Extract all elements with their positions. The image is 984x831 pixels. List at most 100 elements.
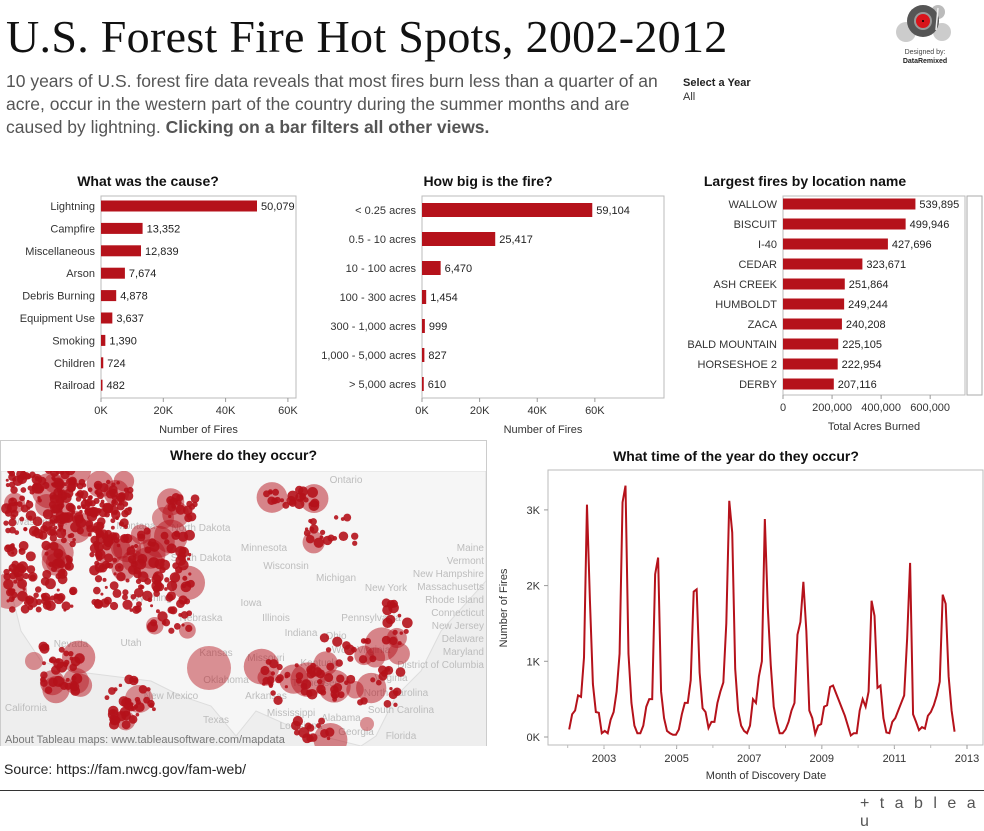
fire-mark[interactable] (305, 527, 308, 530)
fire-mark[interactable] (35, 586, 41, 592)
bar[interactable] (101, 357, 103, 368)
fire-mark[interactable] (56, 528, 67, 539)
fire-mark[interactable] (86, 525, 94, 533)
fire-mark[interactable] (100, 593, 103, 596)
bar[interactable] (101, 245, 141, 256)
fire-mark[interactable] (63, 662, 68, 667)
fire-mark[interactable] (396, 667, 406, 677)
fire-mark[interactable] (62, 601, 71, 610)
fire-mark[interactable] (320, 535, 324, 539)
fire-mark[interactable] (21, 605, 30, 614)
bar[interactable] (783, 299, 844, 310)
fire-mark[interactable] (96, 555, 102, 561)
fire-mark[interactable] (110, 518, 115, 523)
fire-mark[interactable] (105, 586, 108, 589)
fire-mark[interactable] (98, 530, 104, 536)
fire-mark[interactable] (89, 565, 99, 575)
fire-mark[interactable] (129, 608, 133, 612)
fire-mark[interactable] (4, 545, 12, 553)
bar[interactable] (783, 339, 838, 350)
fire-mark[interactable] (174, 531, 180, 537)
fire-mark[interactable] (343, 514, 351, 522)
fire-mark[interactable] (113, 589, 122, 598)
fire-mark[interactable] (170, 498, 177, 505)
fire-mark[interactable] (28, 572, 38, 582)
fire-mark[interactable] (116, 481, 120, 485)
bar[interactable] (422, 203, 592, 217)
fire-mark[interactable] (79, 494, 83, 498)
fire-mark[interactable] (26, 510, 37, 521)
fire-mark[interactable] (91, 599, 97, 605)
fire-mark[interactable] (115, 516, 119, 520)
fire-mark[interactable] (33, 592, 38, 597)
fire-mark[interactable] (103, 503, 113, 513)
fire-mark[interactable] (365, 647, 385, 667)
fire-mark[interactable] (303, 497, 308, 502)
fire-mark[interactable] (6, 479, 9, 482)
fire-mark[interactable] (61, 489, 66, 494)
fire-mark[interactable] (285, 675, 289, 679)
fire-mark[interactable] (160, 558, 165, 563)
fire-mark[interactable] (314, 651, 338, 675)
fire-mark[interactable] (332, 536, 337, 541)
fire-mark[interactable] (332, 637, 342, 647)
fire-mark[interactable] (167, 581, 177, 591)
fire-mark[interactable] (161, 532, 169, 540)
fire-mark[interactable] (347, 656, 353, 662)
fire-mark[interactable] (105, 562, 111, 568)
fire-mark[interactable] (334, 515, 338, 519)
bar[interactable] (783, 239, 888, 250)
fire-mark[interactable] (352, 541, 357, 546)
fire-mark[interactable] (69, 588, 76, 595)
fire-mark[interactable] (77, 491, 80, 494)
fire-mark[interactable] (95, 575, 102, 582)
fire-mark[interactable] (102, 541, 111, 550)
fire-mark[interactable] (123, 534, 132, 543)
fire-mark[interactable] (186, 610, 192, 616)
fire-mark[interactable] (19, 517, 24, 522)
fire-mark[interactable] (97, 517, 105, 525)
fire-mark[interactable] (144, 578, 151, 585)
bar[interactable] (422, 232, 495, 246)
fire-mark[interactable] (381, 670, 388, 677)
fire-mark[interactable] (293, 716, 303, 726)
fire-mark[interactable] (308, 519, 312, 523)
fire-mark[interactable] (29, 526, 40, 537)
fire-mark[interactable] (178, 560, 189, 571)
fire-mark[interactable] (19, 541, 29, 551)
fire-mark[interactable] (307, 487, 318, 498)
series-line[interactable] (569, 486, 954, 736)
fire-mark[interactable] (52, 482, 58, 488)
bar[interactable] (101, 313, 112, 324)
fire-mark[interactable] (51, 665, 60, 674)
fire-mark[interactable] (182, 576, 187, 581)
fire-mark[interactable] (309, 524, 318, 533)
fire-mark[interactable] (306, 735, 313, 742)
fire-mark[interactable] (294, 730, 300, 736)
fire-mark[interactable] (57, 588, 60, 591)
fire-mark[interactable] (110, 581, 119, 590)
fire-mark[interactable] (153, 571, 164, 582)
fire-mark[interactable] (320, 633, 329, 642)
bar[interactable] (783, 259, 862, 270)
fire-mark[interactable] (309, 500, 320, 511)
fire-mark[interactable] (68, 651, 73, 656)
fire-mark[interactable] (109, 719, 119, 729)
fire-mark[interactable] (49, 657, 56, 664)
fire-mark[interactable] (25, 652, 43, 670)
fire-mark[interactable] (320, 530, 325, 535)
fire-mark[interactable] (351, 533, 358, 540)
fire-mark[interactable] (333, 683, 342, 692)
fire-mark[interactable] (36, 607, 42, 613)
fire-mark[interactable] (134, 567, 141, 574)
bar[interactable] (783, 359, 838, 370)
fire-mark[interactable] (17, 501, 23, 507)
fire-mark[interactable] (389, 687, 392, 690)
fire-mark[interactable] (8, 497, 17, 506)
bar[interactable] (101, 201, 257, 212)
fire-mark[interactable] (177, 552, 186, 561)
fire-mark[interactable] (93, 587, 101, 595)
fire-mark[interactable] (82, 483, 87, 488)
fire-mark[interactable] (341, 517, 345, 521)
fire-mark[interactable] (187, 646, 231, 690)
